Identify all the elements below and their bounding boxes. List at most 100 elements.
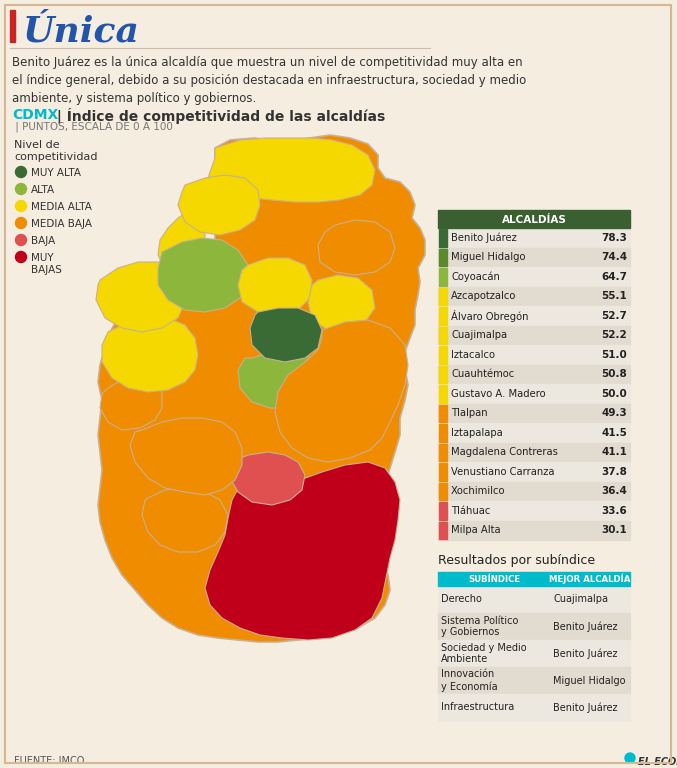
Bar	[438, 482, 630, 501]
Text: Azcapotzalco: Azcapotzalco	[451, 291, 517, 301]
Text: 51.0: 51.0	[601, 349, 627, 359]
Text: Álvaro Obregón: Álvaro Obregón	[451, 310, 529, 322]
Text: EL ECONOMISTA: EL ECONOMISTA	[638, 757, 677, 767]
Circle shape	[16, 167, 26, 177]
Text: Venustiano Carranza: Venustiano Carranza	[451, 467, 554, 477]
Bar	[438, 462, 630, 482]
Bar	[438, 442, 630, 462]
Text: 30.1: 30.1	[601, 525, 627, 535]
Text: Cuajimalpa: Cuajimalpa	[553, 594, 608, 604]
Text: MUY ALTA: MUY ALTA	[31, 168, 81, 178]
Polygon shape	[100, 378, 162, 430]
Bar	[10, 10, 15, 42]
Text: ALTA: ALTA	[31, 185, 55, 195]
Text: 41.1: 41.1	[601, 447, 627, 457]
Polygon shape	[205, 462, 400, 640]
Text: Iztapalapa: Iztapalapa	[451, 428, 503, 438]
Bar	[439, 385, 447, 402]
Text: Derecho: Derecho	[441, 594, 482, 604]
Bar	[439, 346, 447, 363]
Text: Benito Juárez: Benito Juárez	[553, 702, 617, 713]
Text: Iztacalco: Iztacalco	[451, 349, 495, 359]
Bar	[438, 403, 630, 423]
Text: | Índice de competitividad de las alcaldías: | Índice de competitividad de las alcald…	[52, 108, 385, 124]
Text: Innovación
y Economía: Innovación y Economía	[441, 670, 498, 692]
Bar	[439, 463, 447, 481]
Text: MUY
BAJAS: MUY BAJAS	[31, 253, 62, 275]
Bar	[438, 345, 630, 365]
Text: CDMX: CDMX	[12, 108, 58, 122]
Text: Magdalena Contreras: Magdalena Contreras	[451, 447, 558, 457]
Bar	[438, 247, 630, 267]
Text: Única: Única	[22, 14, 139, 48]
Text: Benito Juárez es la única alcaldía que muestra un nivel de competitividad muy al: Benito Juárez es la única alcaldía que m…	[12, 56, 526, 105]
Text: 52.7: 52.7	[601, 311, 627, 321]
Text: Miguel Hidalgo: Miguel Hidalgo	[553, 676, 626, 686]
Circle shape	[16, 217, 26, 229]
Bar	[438, 586, 630, 613]
Text: 55.1: 55.1	[601, 291, 627, 301]
Text: Cuauhtémoc: Cuauhtémoc	[451, 369, 515, 379]
Text: BAJA: BAJA	[31, 236, 56, 246]
Bar	[438, 365, 630, 384]
Text: | PUNTOS, ESCALA DE 0 A 100: | PUNTOS, ESCALA DE 0 A 100	[12, 122, 173, 133]
Bar	[439, 521, 447, 539]
Text: MEJOR ALCALDÍA: MEJOR ALCALDÍA	[549, 574, 631, 584]
Bar	[439, 366, 447, 383]
Bar	[438, 521, 630, 540]
Bar	[438, 694, 630, 721]
Text: 49.3: 49.3	[601, 409, 627, 419]
Bar	[438, 286, 630, 306]
Bar	[438, 326, 630, 345]
Text: 50.8: 50.8	[601, 369, 627, 379]
Text: 52.2: 52.2	[601, 330, 627, 340]
Polygon shape	[158, 238, 248, 312]
Bar	[438, 228, 630, 247]
Polygon shape	[238, 258, 312, 315]
Polygon shape	[142, 488, 228, 552]
Bar	[439, 326, 447, 344]
Bar	[438, 267, 630, 286]
Polygon shape	[96, 262, 185, 332]
Bar	[439, 287, 447, 305]
Polygon shape	[230, 452, 305, 505]
Polygon shape	[130, 418, 242, 495]
Bar	[438, 640, 630, 667]
Text: Sociedad y Medio
Ambiente: Sociedad y Medio Ambiente	[441, 643, 527, 664]
Polygon shape	[308, 275, 375, 330]
Circle shape	[16, 251, 26, 263]
Circle shape	[625, 753, 635, 763]
Bar	[439, 268, 447, 286]
Bar	[438, 613, 630, 640]
Bar	[439, 502, 447, 519]
Text: Benito Juárez: Benito Juárez	[553, 621, 617, 632]
Bar	[438, 384, 630, 403]
Text: Coyoacán: Coyoacán	[451, 272, 500, 282]
Bar	[438, 501, 630, 521]
Text: Milpa Alta: Milpa Alta	[451, 525, 500, 535]
Circle shape	[16, 184, 26, 194]
Bar	[438, 572, 630, 586]
Text: Nivel de
competitividad: Nivel de competitividad	[14, 140, 97, 161]
Polygon shape	[318, 220, 395, 275]
Bar	[438, 306, 630, 326]
Polygon shape	[238, 352, 322, 408]
Text: 74.4: 74.4	[601, 252, 627, 262]
Bar	[438, 667, 630, 694]
Polygon shape	[98, 135, 425, 642]
Text: 33.6: 33.6	[601, 506, 627, 516]
Text: Infraestructura: Infraestructura	[441, 703, 515, 713]
Polygon shape	[275, 320, 408, 462]
Bar	[439, 405, 447, 422]
Text: MEDIA BAJA: MEDIA BAJA	[31, 219, 92, 229]
Text: 78.3: 78.3	[601, 233, 627, 243]
Text: Sistema Político
y Gobiernos: Sistema Político y Gobiernos	[441, 616, 519, 637]
Polygon shape	[102, 318, 198, 392]
Text: Tlalpan: Tlalpan	[451, 409, 487, 419]
Polygon shape	[158, 138, 375, 275]
Polygon shape	[178, 175, 260, 235]
Text: 36.4: 36.4	[601, 486, 627, 496]
Text: Cuajimalpa: Cuajimalpa	[451, 330, 507, 340]
Text: 37.8: 37.8	[601, 467, 627, 477]
Text: SUBÍNDICE: SUBÍNDICE	[468, 574, 520, 584]
